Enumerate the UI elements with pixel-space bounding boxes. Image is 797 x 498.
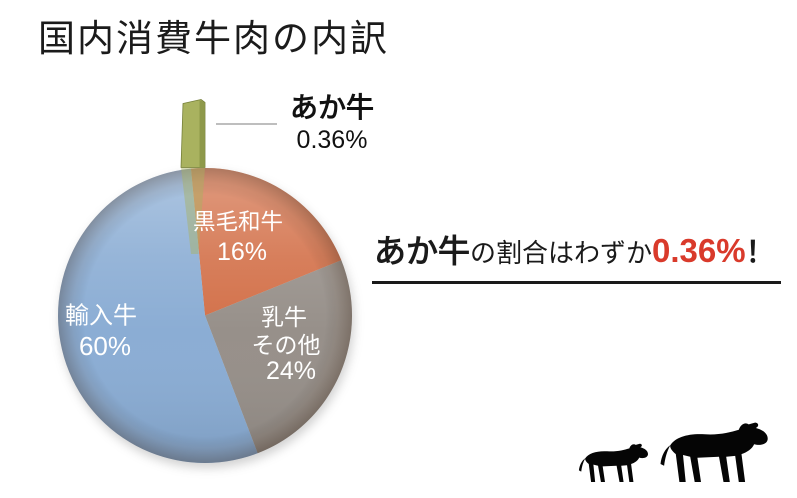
label-yunyugyu: 輸入牛 [65,303,137,330]
pie-rim-shade [58,168,352,463]
label-kurogewagyu: 黒毛和牛 [193,210,283,235]
akaushi-slice-inset-overlay [181,167,205,254]
akaushi-callout-name: あか牛 [289,92,374,123]
label-kurogewagyu-pct: 16% [217,238,267,266]
annotation-lead: あか牛 [374,233,471,269]
akaushi-slice-side-shade [199,100,205,168]
calf-silhouette-icon [578,443,648,483]
page-title: 国内消費牛肉の内訳 [38,19,389,60]
cow-icons [578,422,768,483]
akaushi-callout-pct: 0.36% [296,126,368,154]
annotation-value: 0.36% [652,232,746,269]
annotation-exclamation: ！ [745,237,775,269]
label-nyugyu-line1: 乳牛 [261,304,307,330]
label-yunyugyu-pct: 60% [79,331,131,361]
label-nyugyu-line2: その他 [252,332,321,358]
pie [58,167,353,463]
label-nyugyu-pct: 24% [266,357,316,385]
akaushi-callout: あか牛 0.36% [276,92,388,154]
akaushi-exploded-slice [180,99,206,168]
annotation-underlined: あか牛の割合はわずか0.36%！ [372,232,781,284]
cow-silhouette-icon [660,422,768,482]
annotation-middle: の割合はわずか [470,238,653,268]
